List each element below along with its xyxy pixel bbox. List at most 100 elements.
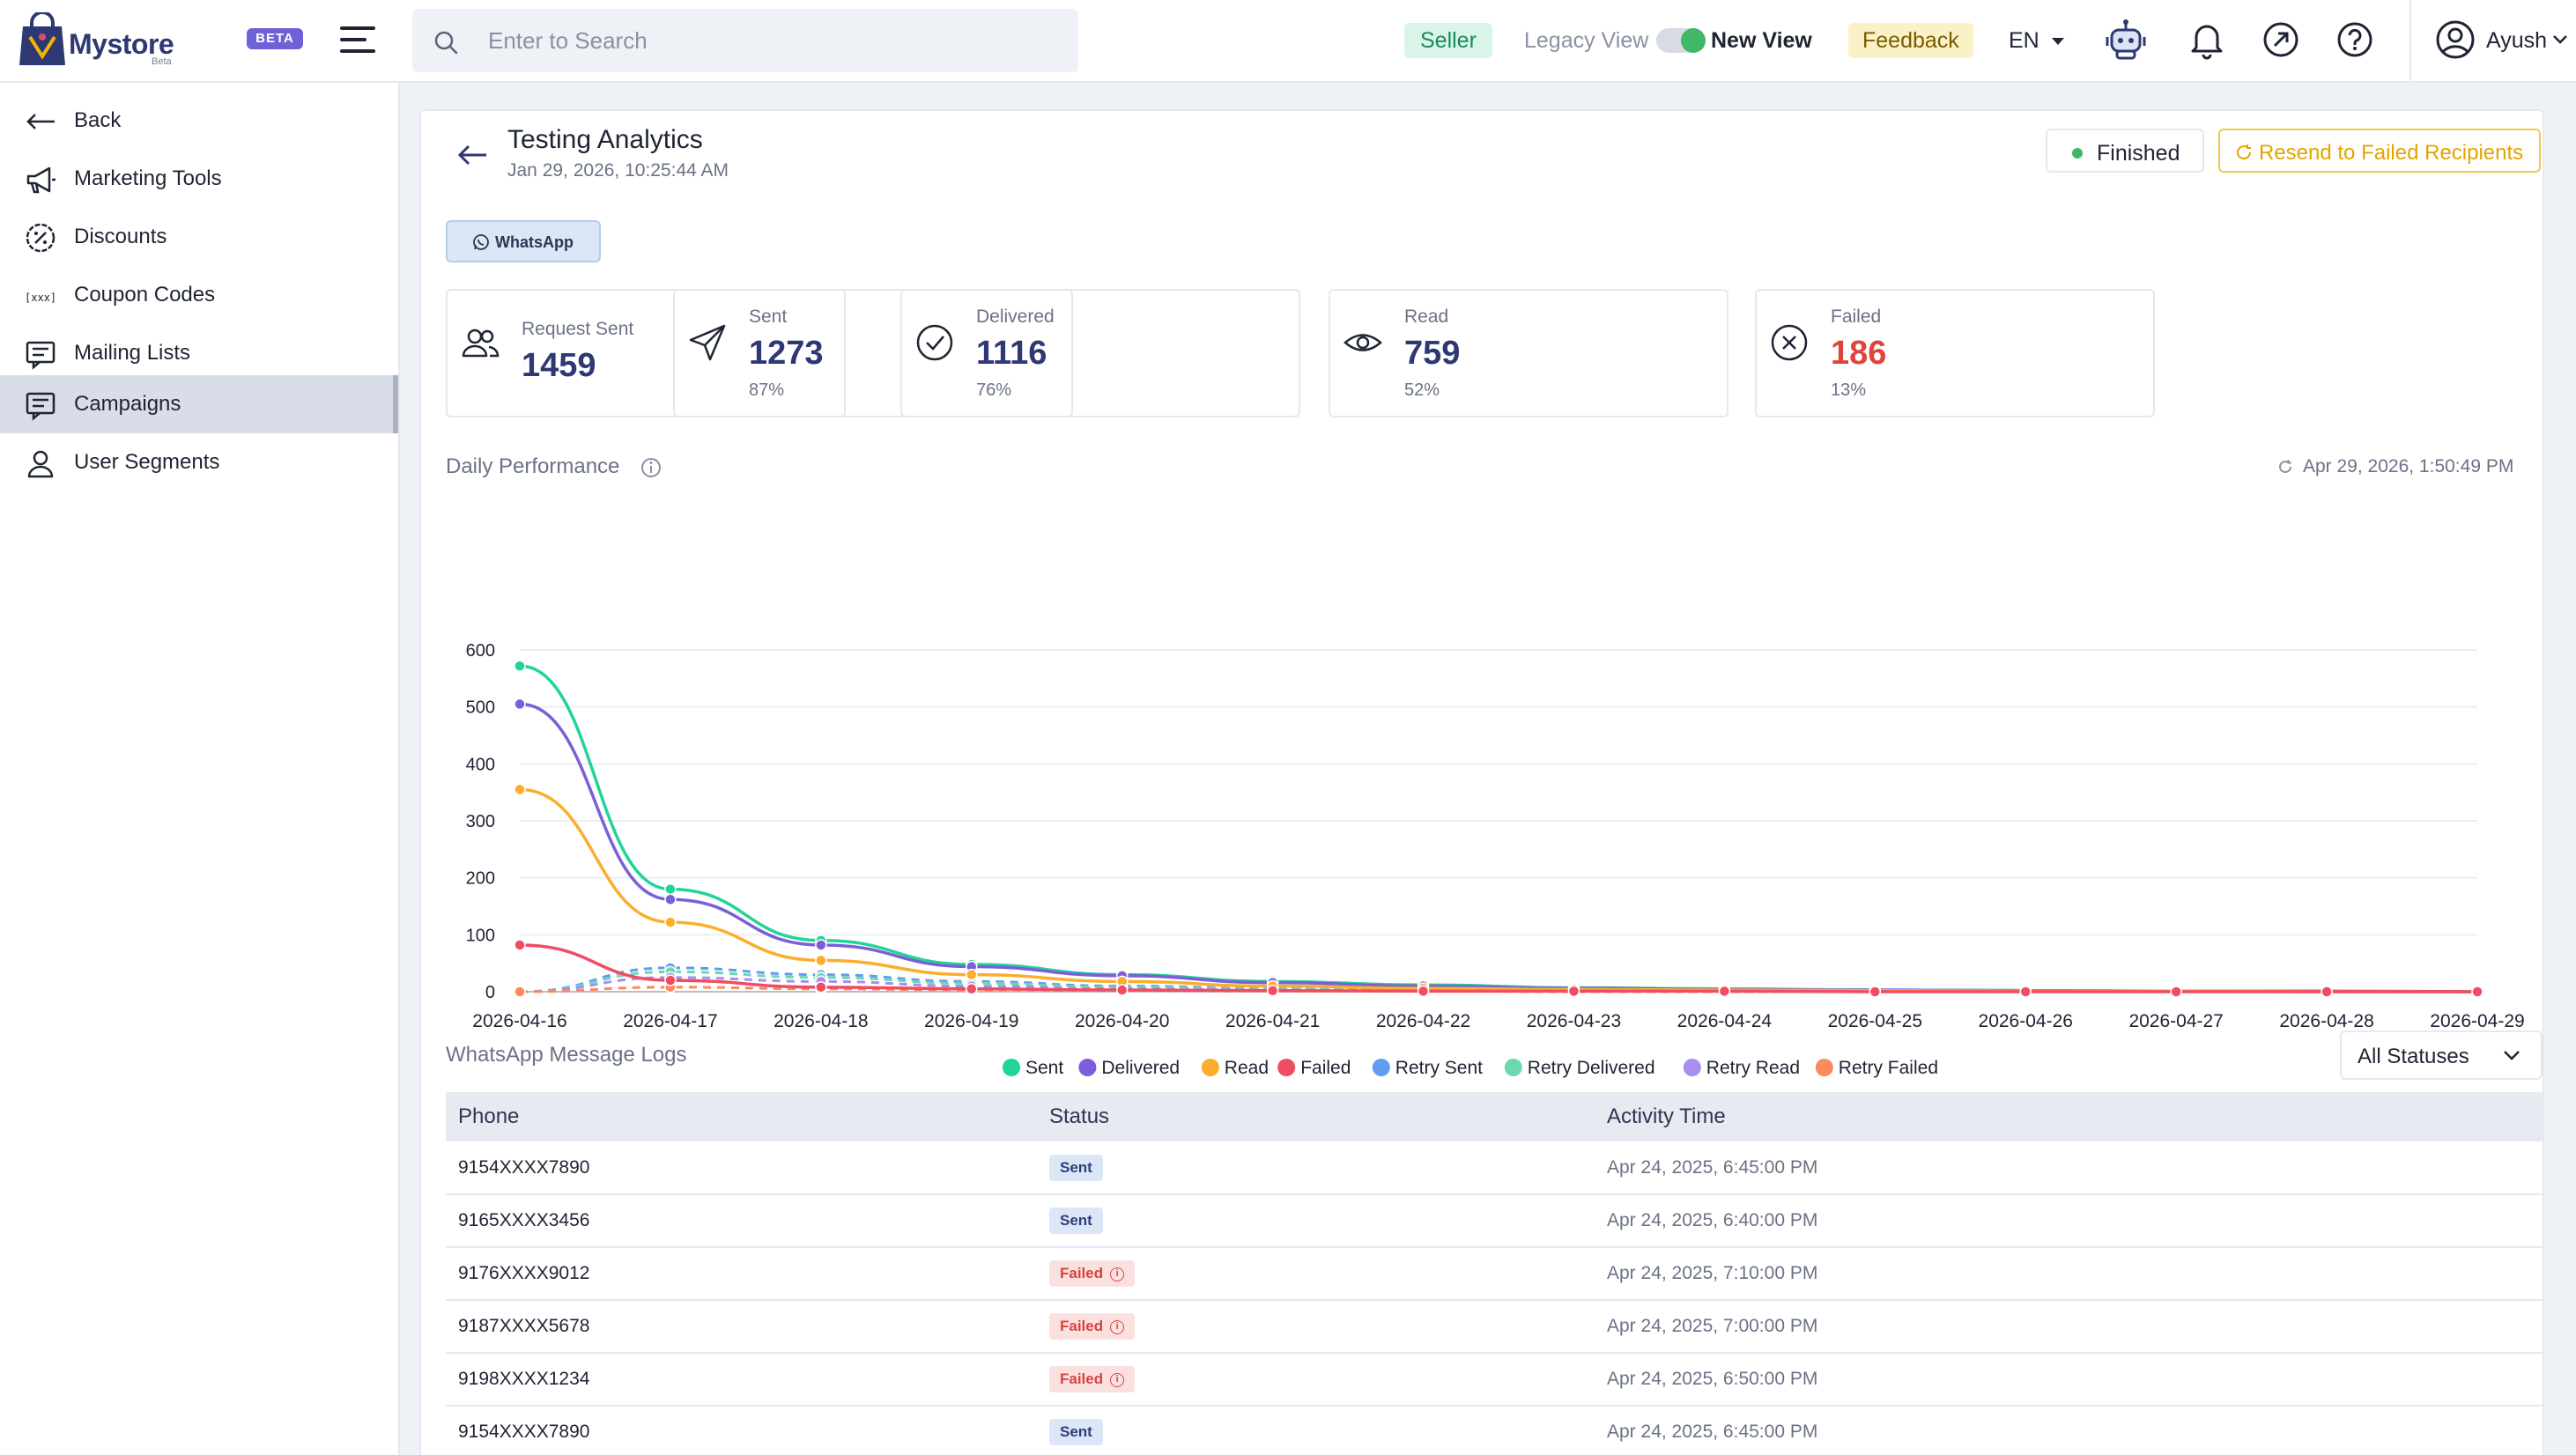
- info-icon[interactable]: i: [1110, 1319, 1125, 1334]
- table-row[interactable]: 9176XXXX9012 Failed i Apr 24, 2025, 7:10:00…: [446, 1247, 2543, 1300]
- stat-percent: 13%: [1831, 380, 1867, 400]
- stat-value: 759: [1404, 335, 1461, 372]
- eye-icon: [1344, 334, 1382, 351]
- page-title: Testing Analytics: [507, 125, 703, 154]
- status-cell: Failed i: [1037, 1300, 1595, 1353]
- status-badge-label: Failed: [1060, 1318, 1104, 1334]
- x-tick-label: 2026-04-20: [1075, 1011, 1169, 1031]
- y-tick-label: 0: [485, 983, 495, 1002]
- status-cell: Failed i: [1037, 1353, 1595, 1406]
- table-row[interactable]: 9187XXXX5678 Failed i Apr 24, 2025, 7:00:00…: [446, 1300, 2543, 1353]
- series-line-retry-delivered: [519, 970, 2477, 993]
- series-line-sent: [519, 664, 2478, 993]
- x-tick-label: 2026-04-22: [1376, 1011, 1470, 1031]
- data-point: [514, 986, 526, 998]
- x-tick-label: 2026-04-27: [2128, 1011, 2223, 1031]
- data-point: [2471, 986, 2483, 998]
- status-badge: Failed i: [1049, 1313, 1136, 1340]
- phone-cell: 9176XXXX9012: [458, 1263, 590, 1283]
- last-refreshed[interactable]: Apr 29, 2026, 1:50:49 PM: [2279, 456, 2513, 477]
- legend-swatch: [1372, 1059, 1390, 1076]
- mystore-logo[interactable]: Mystore Beta: [19, 11, 187, 70]
- seller-badge[interactable]: Seller: [1404, 23, 1492, 58]
- legacy-view-label: Legacy View: [1524, 28, 1649, 53]
- message-logs-table: Phone Status Activity Time 9154XXXX7890 S…: [446, 1092, 2543, 1455]
- robot-assistant-icon[interactable]: [2104, 18, 2148, 62]
- resend-button-label: Resend to Failed Recipients: [2259, 141, 2524, 165]
- legend-label: Retry Sent: [1395, 1058, 1483, 1078]
- whatsapp-icon: [473, 234, 489, 250]
- language-label: EN: [2009, 28, 2039, 53]
- table-row[interactable]: 9154XXXX7890 Sent Apr 24, 2025, 6:45:00 PM: [446, 1406, 2543, 1455]
- stat-value: 186: [1831, 335, 1887, 372]
- status-badge: Sent: [1049, 1208, 1103, 1234]
- x-tick-label: 2026-04-24: [1677, 1011, 1773, 1031]
- x-tick-label: 2026-04-25: [1828, 1011, 1922, 1031]
- view-toggle[interactable]: [1656, 28, 1706, 53]
- stat-percent: 87%: [749, 380, 785, 400]
- sidebar-item-campaigns[interactable]: Campaigns: [0, 375, 398, 433]
- back-arrow-icon[interactable]: [455, 137, 490, 173]
- sidebar-item-label: Mailing Lists: [74, 341, 191, 365]
- activity-time-cell: Apr 24, 2025, 7:10:00 PM: [1607, 1263, 1818, 1283]
- sidebar-item-discounts[interactable]: Discounts: [0, 208, 398, 266]
- data-point: [664, 974, 677, 986]
- mailing-list-icon: [26, 341, 56, 370]
- sidebar-item-marketing-tools[interactable]: Marketing Tools: [0, 150, 398, 208]
- data-point: [664, 893, 677, 905]
- status-filter-value: All Statuses: [2358, 1045, 2469, 1068]
- status-cell: Failed i: [1037, 1247, 1595, 1300]
- language-selector[interactable]: EN: [2009, 28, 2064, 54]
- tab-label: WhatsApp: [495, 233, 574, 251]
- status-badge-label: Sent: [1060, 1212, 1092, 1229]
- status-cell: Sent: [1037, 1141, 1595, 1194]
- y-tick-label: 300: [466, 812, 495, 831]
- search-input[interactable]: [488, 21, 1052, 60]
- feedback-button[interactable]: Feedback: [1848, 23, 1973, 58]
- stat-label: Sent: [749, 307, 788, 327]
- status-filter-select[interactable]: All Statuses: [2340, 1030, 2543, 1080]
- chevron-down-icon: [2553, 35, 2567, 44]
- data-point: [2019, 986, 2032, 998]
- stat-value: 1273: [749, 335, 824, 372]
- info-icon[interactable]: i: [1110, 1267, 1125, 1281]
- column-header-phone[interactable]: Phone: [458, 1104, 520, 1128]
- table-row[interactable]: 9154XXXX7890 Sent Apr 24, 2025, 6:45:00 PM: [446, 1141, 2543, 1194]
- stat-card-read: Read 759 52%: [1329, 289, 1728, 417]
- search-icon: [434, 31, 458, 55]
- table-row[interactable]: 9165XXXX3456 Sent Apr 24, 2025, 6:40:00 PM: [446, 1194, 2543, 1247]
- hamburger-menu-icon[interactable]: [340, 25, 375, 55]
- legend-label: Sent: [1025, 1058, 1063, 1078]
- data-point: [1266, 984, 1279, 997]
- sidebar-item-user-segments[interactable]: User Segments: [0, 433, 398, 491]
- brand-subtitle: Beta: [152, 56, 172, 67]
- series-line-failed: [519, 943, 2477, 993]
- phone-cell: 9154XXXX7890: [458, 1156, 590, 1178]
- column-header-status[interactable]: Status: [1049, 1104, 1110, 1128]
- tab-whatsapp[interactable]: WhatsApp: [446, 220, 601, 262]
- data-point: [815, 981, 827, 993]
- message-logs-title: WhatsApp Message Logs: [446, 1043, 687, 1067]
- bell-icon[interactable]: [2185, 18, 2229, 62]
- series-line-delivered: [519, 702, 2478, 993]
- activity-time-cell: Apr 24, 2025, 6:45:00 PM: [1607, 1156, 1818, 1178]
- campaign-icon: [26, 392, 56, 421]
- data-point: [514, 939, 526, 951]
- data-point: [514, 660, 526, 672]
- resend-failed-button[interactable]: Resend to Failed Recipients: [2218, 129, 2541, 173]
- info-icon[interactable]: [640, 456, 663, 479]
- sidebar-item-coupon-codes[interactable]: [xxx] Coupon Codes: [0, 266, 398, 324]
- data-point: [1115, 984, 1129, 996]
- phone-cell: 9165XXXX3456: [458, 1210, 590, 1230]
- help-icon[interactable]: [2333, 18, 2377, 62]
- column-header-activity-time[interactable]: Activity Time: [1607, 1104, 1726, 1128]
- stat-percent: 76%: [976, 380, 1012, 400]
- x-tick-label: 2026-04-29: [2430, 1011, 2524, 1031]
- table-row[interactable]: 9198XXXX1234 Failed i Apr 24, 2025, 6:50:00…: [446, 1353, 2543, 1406]
- sidebar-item-back[interactable]: Back: [0, 92, 398, 150]
- external-link-icon[interactable]: [2259, 18, 2303, 62]
- x-tick-label: 2026-04-26: [1979, 1011, 2073, 1031]
- status-badge: Sent: [1049, 1154, 1103, 1181]
- sidebar-item-mailing-lists[interactable]: Mailing Lists: [0, 324, 398, 382]
- info-icon[interactable]: i: [1110, 1372, 1125, 1387]
